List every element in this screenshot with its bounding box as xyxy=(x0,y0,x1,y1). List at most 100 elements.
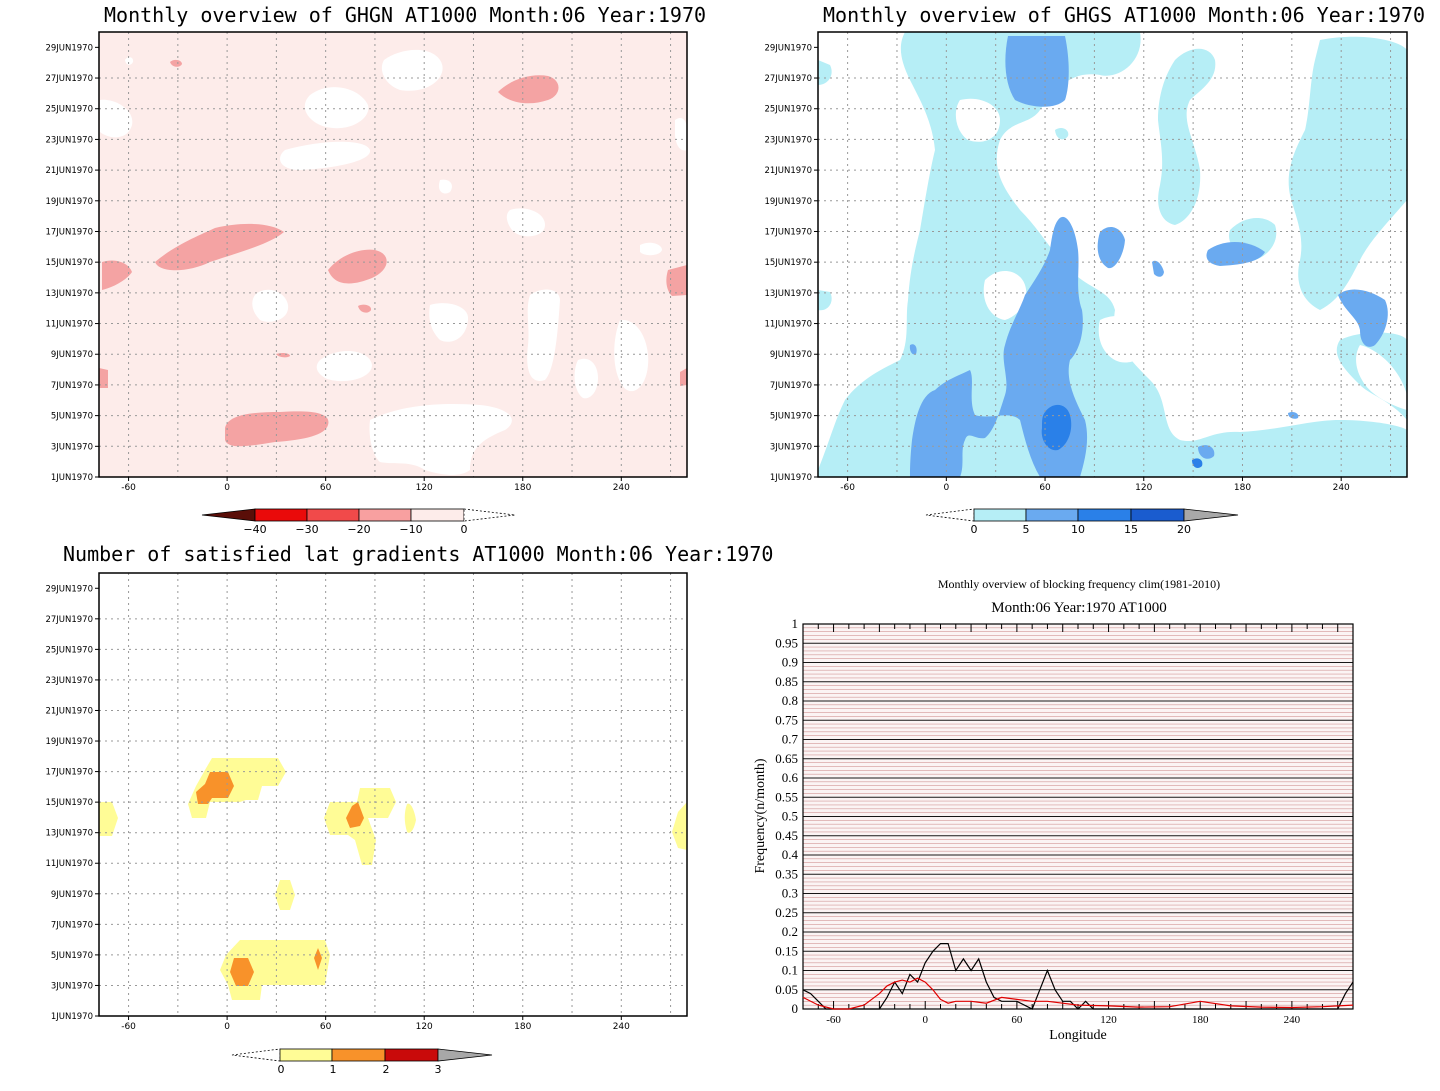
longitude-tick-label: 120 xyxy=(1135,483,1152,493)
date-tick-label: 13JUN1970 xyxy=(764,289,812,299)
date-tick-label: 11JUN1970 xyxy=(45,320,93,330)
chart-y-label: Frequency(n/month) xyxy=(753,758,768,873)
ghgn-y-axis: 29JUN1970 27JUN1970 25JUN1970 23JUN1970 21JU… xyxy=(45,43,99,483)
longitude-tick-label: 60 xyxy=(320,483,332,493)
date-tick-label: 21JUN1970 xyxy=(45,706,93,716)
date-tick-label: 25JUN1970 xyxy=(45,645,93,655)
y-tick-label: 0.45 xyxy=(775,828,798,843)
y-tick-label: 0.75 xyxy=(775,712,798,727)
x-tick-label: 240 xyxy=(1284,1014,1301,1026)
date-tick-label: 9JUN1970 xyxy=(51,890,93,900)
ghgn-x-axis: -60 0 60 120 180 240 xyxy=(121,477,630,493)
longitude-tick-label: -60 xyxy=(121,1022,136,1032)
ghgn-colorbar: −40 −30 −20 −10 0 xyxy=(201,508,516,536)
date-tick-label: 25JUN1970 xyxy=(764,105,812,115)
ghgn-panel: Monthly overview of GHGN AT1000 Month:06… xyxy=(0,0,720,545)
date-tick-label: 25JUN1970 xyxy=(45,105,93,115)
y-tick-label: 0.6 xyxy=(782,770,799,785)
gradients-cbar-label: 3 xyxy=(435,1063,442,1076)
date-tick-label: 27JUN1970 xyxy=(45,74,93,84)
date-tick-label: 19JUN1970 xyxy=(45,737,93,747)
date-tick-label: 3JUN1970 xyxy=(51,981,93,991)
chart-subtitle: Month:06 Year:1970 AT1000 xyxy=(991,600,1166,616)
x-tick-label: -60 xyxy=(826,1014,841,1026)
chart-x-label: Longitude xyxy=(1049,1028,1107,1043)
chart-plot-background xyxy=(803,623,1353,1010)
y-tick-label: 0.8 xyxy=(782,693,798,708)
ghgn-zero-regions xyxy=(100,49,687,475)
date-tick-label: 1JUN1970 xyxy=(770,473,812,483)
ghgn-cbar-label: 0 xyxy=(461,523,468,536)
y-tick-label: 0.7 xyxy=(782,732,799,747)
ghgn-grid xyxy=(99,32,687,477)
ghgs-zero-regions xyxy=(955,98,1407,410)
ghgn-title: Monthly overview of GHGN AT1000 Month:06… xyxy=(104,3,707,27)
ghgs-x-axis: -60 0 60 120 180 240 xyxy=(840,477,1350,493)
date-tick-label: 27JUN1970 xyxy=(45,615,93,625)
longitude-tick-label: 0 xyxy=(224,1022,230,1032)
longitude-tick-label: 0 xyxy=(224,483,230,493)
date-tick-label: 19JUN1970 xyxy=(764,197,812,207)
ghgs-cbar-label: 5 xyxy=(1023,523,1030,536)
date-tick-label: 11JUN1970 xyxy=(45,859,93,869)
date-tick-label: 3JUN1970 xyxy=(770,442,812,452)
y-tick-label: 0.85 xyxy=(775,674,798,689)
date-tick-label: 19JUN1970 xyxy=(45,197,93,207)
date-tick-label: 9JUN1970 xyxy=(51,350,93,360)
gradients-field xyxy=(99,573,687,1016)
date-tick-label: 3JUN1970 xyxy=(51,442,93,452)
date-tick-label: 29JUN1970 xyxy=(45,43,93,53)
gradients-title: Number of satisfied lat gradients AT1000… xyxy=(63,542,774,566)
y-tick-label: 0.05 xyxy=(775,982,798,997)
ghgs-dark-regions xyxy=(1041,404,1203,468)
longitude-tick-label: 180 xyxy=(514,1022,531,1032)
ghgn-map-svg: 29JUN1970 27JUN1970 25JUN1970 23JUN1970 21JU… xyxy=(45,31,688,536)
y-tick-label: 0.3 xyxy=(782,886,798,901)
gradients-map-svg: 29JUN197027JUN197025JUN197023JUN197021JU… xyxy=(45,572,688,1076)
longitude-tick-label: 240 xyxy=(613,1022,630,1032)
date-tick-label: 13JUN1970 xyxy=(45,289,93,299)
y-tick-label: 0.15 xyxy=(775,943,798,958)
y-tick-label: 0.4 xyxy=(782,847,799,862)
ghgs-title: Monthly overview of GHGS AT1000 Month:06… xyxy=(823,3,1426,27)
gradients-frame xyxy=(98,572,688,1017)
date-tick-label: 11JUN1970 xyxy=(764,320,812,330)
longitude-tick-label: 60 xyxy=(1039,483,1051,493)
gradients-colorbar: 0 1 2 3 xyxy=(231,1048,493,1076)
date-tick-label: 21JUN1970 xyxy=(45,166,93,176)
chart-top-ticks xyxy=(802,624,1354,1009)
ghgn-frame xyxy=(98,31,688,478)
gradients-x-axis: -60 0 60 120 180 240 xyxy=(121,1016,630,1032)
gradients-cbar-label: 2 xyxy=(383,1063,390,1076)
date-tick-label: 13JUN1970 xyxy=(45,829,93,839)
y-tick-label: 0.55 xyxy=(775,789,798,804)
gradients-y-axis: 29JUN1970 27JUN1970 25JUN1970 23JUN1970 21JU… xyxy=(45,584,99,1022)
longitude-tick-label: 60 xyxy=(320,1022,332,1032)
ghgs-cbar-label: 10 xyxy=(1071,523,1085,536)
date-tick-label: 15JUN1970 xyxy=(45,258,93,268)
date-tick-label: 29JUN1970 xyxy=(764,43,812,53)
climatology-line xyxy=(802,977,1354,1010)
ghgs-map-svg: 29JUN1970 27JUN1970 25JUN1970 23JUN1970 21JU… xyxy=(764,31,1408,536)
ghgs-cbar-label: 15 xyxy=(1124,523,1138,536)
ghgs-cbar-label: 20 xyxy=(1177,523,1191,536)
date-tick-label: 17JUN1970 xyxy=(45,227,93,237)
date-tick-label: 23JUN1970 xyxy=(45,135,93,145)
gradients-panel: Number of satisfied lat gradients AT1000… xyxy=(0,540,773,1091)
longitude-tick-label: -60 xyxy=(121,483,136,493)
gradients-cbar-label: 0 xyxy=(278,1063,285,1076)
gradients-cbar-label: 1 xyxy=(330,1063,337,1076)
chart-y-axis: 0 0.05 0.1 0.15 0.2 0.25 0.3 0.35 0.4 0.45 0.5 0.55… xyxy=(775,616,798,1016)
date-tick-label: 7JUN1970 xyxy=(770,381,812,391)
date-tick-label: 17JUN1970 xyxy=(45,768,93,778)
y-tick-label: 0.25 xyxy=(775,905,798,920)
chart-x-axis: -60 0 60 120 180 240 xyxy=(826,1014,1300,1026)
ghgs-y-axis: 29JUN1970 27JUN1970 25JUN1970 23JUN1970 21JU… xyxy=(764,43,818,483)
y-tick-label: 0.35 xyxy=(775,866,798,881)
y-tick-label: 0.1 xyxy=(782,963,798,978)
ghgs-panel: Monthly overview of GHGS AT1000 Month:06… xyxy=(720,0,1440,545)
ghgs-grid xyxy=(818,32,1407,477)
ghgn-cbar-label: −30 xyxy=(295,523,318,536)
date-tick-label: 15JUN1970 xyxy=(764,258,812,268)
y-tick-label: 0.2 xyxy=(782,924,798,939)
